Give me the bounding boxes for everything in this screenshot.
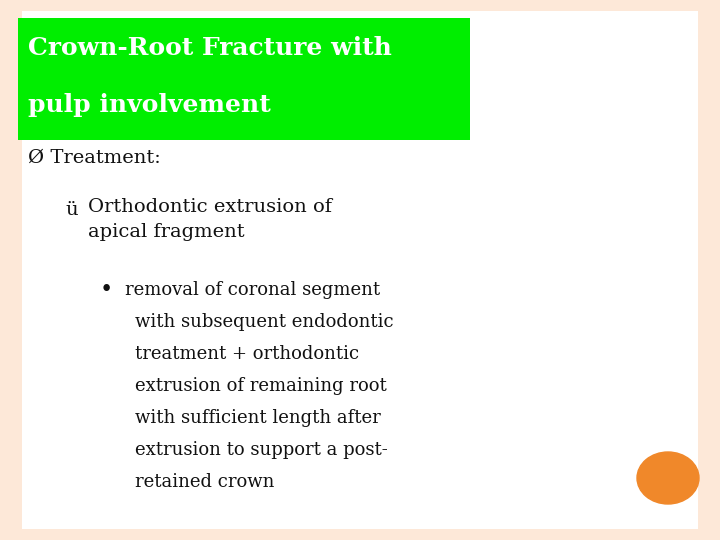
Text: extrusion to support a post-: extrusion to support a post- xyxy=(135,441,388,459)
Text: retained crown: retained crown xyxy=(135,473,274,491)
Text: Crown-Root Fracture with: Crown-Root Fracture with xyxy=(28,36,392,60)
Text: apical fragment: apical fragment xyxy=(88,223,245,241)
Text: Orthodontic extrusion of: Orthodontic extrusion of xyxy=(88,198,332,216)
Text: with subsequent endodontic: with subsequent endodontic xyxy=(135,313,394,331)
Text: with sufficient length after: with sufficient length after xyxy=(135,409,381,427)
Text: removal of coronal segment: removal of coronal segment xyxy=(125,281,380,299)
Text: extrusion of remaining root: extrusion of remaining root xyxy=(135,377,387,395)
Text: treatment + orthodontic: treatment + orthodontic xyxy=(135,345,359,363)
Text: •: • xyxy=(100,279,113,301)
FancyBboxPatch shape xyxy=(18,18,470,140)
Text: ü: ü xyxy=(65,201,78,219)
Text: Ø Treatment:: Ø Treatment: xyxy=(28,149,161,167)
Ellipse shape xyxy=(637,452,699,504)
Text: pulp involvement: pulp involvement xyxy=(28,93,271,117)
